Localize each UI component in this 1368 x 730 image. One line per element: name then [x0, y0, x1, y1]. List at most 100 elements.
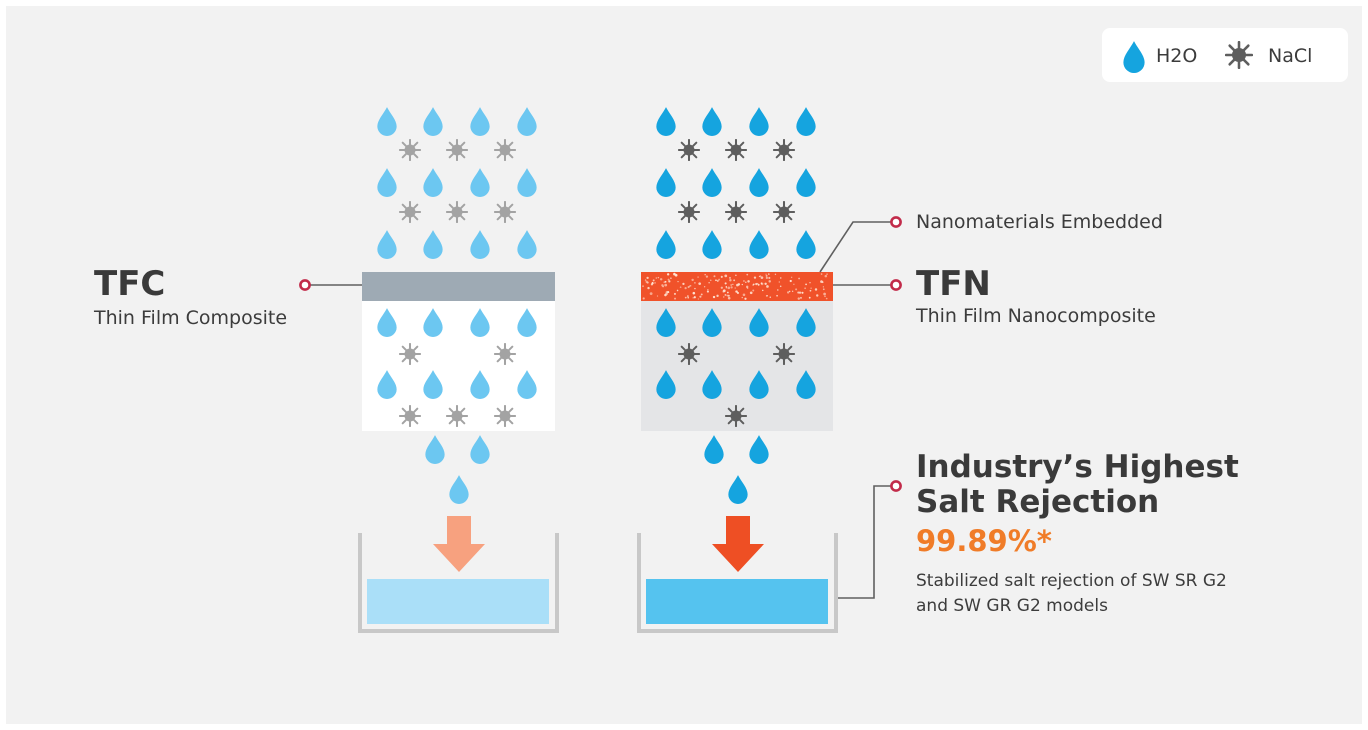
nanomaterial-dot [686, 295, 689, 298]
tfc-subtitle: Thin Film Composite [94, 307, 288, 329]
tfc-membrane-layer [362, 272, 555, 301]
nanomaterial-dot [668, 280, 671, 283]
nanomaterial-dot [824, 295, 826, 298]
tfc-connector-dot [299, 279, 311, 291]
nanomaterial-dot [684, 296, 687, 299]
nanomaterial-dot [737, 283, 741, 286]
nanomaterial-dot [646, 276, 649, 280]
nanomaterial-dot [808, 296, 811, 299]
nanomaterial-dot [718, 278, 721, 281]
nanomaterial-dot [688, 285, 691, 287]
nanomaterial-dot [743, 280, 745, 282]
salt-rejection-description: Stabilized salt rejection of SW SR G2 an… [916, 571, 1227, 616]
nanomaterial-dot [822, 288, 825, 291]
tfn-salt-crystal-icon [725, 139, 747, 161]
nanomaterial-dot [776, 289, 779, 291]
nanomaterial-dot [765, 274, 768, 277]
tfn-subtitle: Thin Film Nanocomposite [916, 305, 1156, 327]
nanomaterial-dot [664, 280, 667, 283]
nanomaterial-dot [786, 291, 790, 294]
nanomaterial-dot [795, 288, 798, 291]
nanomaterial-dot [704, 274, 706, 276]
tfc-water-drop-icon [470, 435, 490, 464]
nanomaterial-dot [798, 277, 800, 280]
nanomaterial-dot [652, 279, 655, 282]
nanomaterial-dot [673, 292, 677, 295]
nanomaterial-dot [765, 295, 768, 297]
nanomaterial-dot [764, 282, 767, 285]
nanomaterial-dot [700, 293, 703, 296]
tfn-water-drop-icon [702, 230, 722, 259]
nanomaterial-dot [735, 290, 738, 293]
nanomaterial-dot [698, 282, 702, 285]
tfn-salt-crystal-icon [773, 201, 795, 223]
salt-rejection-connector-line [838, 485, 895, 599]
nanomaterial-dot [674, 297, 676, 300]
nanomaterial-dot [779, 285, 782, 288]
nanomaterial-dot [709, 279, 712, 282]
nanomaterial-dot [809, 289, 812, 292]
tfn-salt-crystal-icon [773, 343, 795, 365]
nanomaterial-dot [684, 287, 687, 290]
nanomaterial-dot [697, 298, 699, 300]
nanomaterial-dot [768, 276, 771, 279]
nanomaterial-dot [664, 293, 667, 297]
tfn-membrane-layer [641, 272, 833, 301]
legend: H2O NaCl [1102, 28, 1348, 82]
tfn-salt-crystal-icon [678, 139, 700, 161]
nanomaterial-dot [694, 287, 696, 290]
nanomaterial-dot [724, 282, 727, 285]
nanomaterial-dot [757, 283, 760, 286]
headline-line2: Salt Rejection [916, 484, 1160, 520]
nanomaterial-dot [735, 274, 737, 277]
nanomaterial-dot [757, 282, 759, 285]
nanomaterial-dot [727, 286, 731, 290]
tfn-water-drop-icon [749, 230, 769, 259]
nanomaterial-dot [642, 285, 644, 288]
tfc-water-drop-icon [423, 230, 443, 259]
nanomaterial-dot [708, 282, 710, 284]
tfc-water-drop-icon [449, 475, 469, 504]
nanomaterial-dot [655, 277, 657, 279]
nanomaterial-dot [788, 290, 791, 293]
nanomaterial-dot [736, 291, 740, 295]
nanomaterial-dot [720, 275, 723, 278]
nanomaterial-dot [753, 276, 757, 279]
tfc-water-drop-icon [377, 107, 397, 136]
nanomaterial-dot [824, 274, 828, 278]
nanomaterial-dot [825, 297, 828, 300]
headline-line1: Industry’s Highest [916, 449, 1239, 485]
tfn-title: TFN [916, 264, 991, 304]
nanomaterial-dot [823, 292, 826, 296]
tfc-salt-crystal-icon [399, 139, 421, 161]
nanomaterial-dot [729, 276, 731, 279]
nanomaterial-dot [720, 286, 723, 289]
nanomaterial-dot [810, 287, 812, 289]
nanomaterial-dot [691, 278, 694, 282]
tfc-water-drop-icon [377, 230, 397, 259]
nanomaterial-dot [769, 296, 772, 298]
nanomaterial-dot [744, 297, 747, 300]
tfc-salt-crystal-icon [399, 343, 421, 365]
nanomaterial-dot [768, 273, 770, 275]
nanomaterial-dot [745, 281, 747, 283]
tfn-salt-crystal-icon [773, 139, 795, 161]
nanomaterial-dot [793, 283, 795, 285]
tfc-water-drop-icon [470, 168, 490, 197]
nanomaterial-dot [677, 280, 679, 283]
tfn-water-drop-icon [704, 435, 724, 464]
nanomaterial-dot [730, 284, 733, 286]
tfn-nanomaterial-dots [642, 272, 828, 300]
nanomaterial-dot [697, 276, 699, 278]
legend-salt-label: NaCl [1268, 45, 1313, 67]
nanomaterial-dot [734, 287, 736, 289]
nanomaterial-dot [716, 294, 719, 298]
nanomaterial-dot [726, 294, 729, 297]
tfc-water-drop-icon [377, 168, 397, 197]
nanomaterial-dot [692, 291, 696, 295]
nanomaterial-dot [657, 276, 660, 279]
nanomaterial-dot [797, 291, 800, 294]
nanomaterial-dot [667, 291, 670, 294]
nanomaterial-dot [730, 286, 733, 289]
nanomaterial-dot [745, 285, 749, 289]
